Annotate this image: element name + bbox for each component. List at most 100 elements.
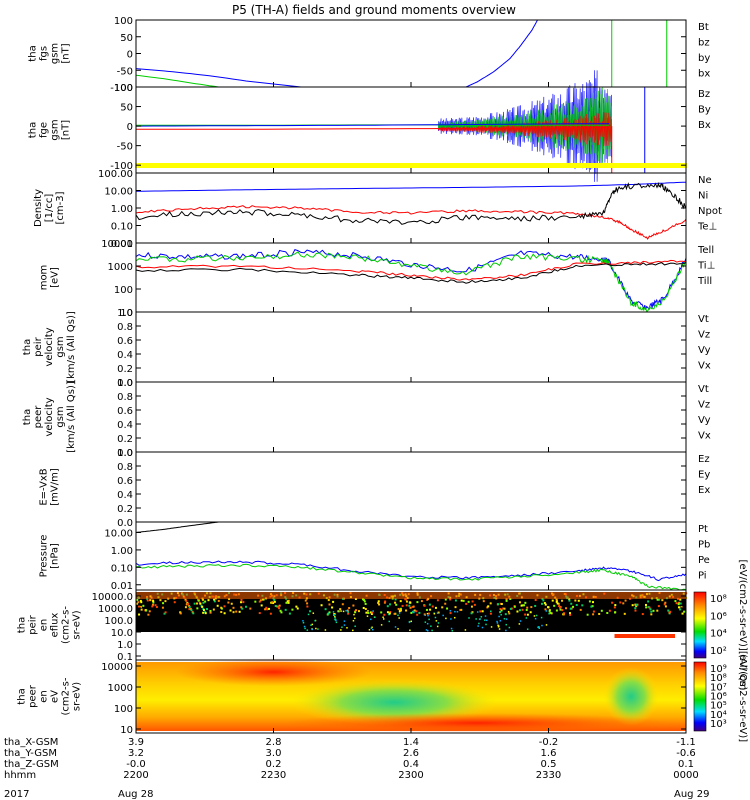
legend-entry: Ni (698, 191, 708, 202)
eflux-pixel (186, 602, 189, 605)
eflux-pixel (241, 607, 244, 610)
eflux-pixel (138, 613, 141, 616)
eflux-pixel (223, 612, 226, 615)
eflux-pixel (545, 624, 548, 626)
eflux-blob (614, 634, 675, 638)
eflux-pixel (408, 621, 411, 624)
eflux-pixel (192, 612, 195, 615)
eflux-pixel (235, 610, 238, 613)
eflux-pixel (499, 602, 502, 605)
eflux-pixel (613, 606, 616, 609)
eflux-pixel (464, 629, 467, 631)
eflux-pixel (202, 601, 205, 604)
legend-entry: By (698, 105, 711, 116)
eflux-pixel (145, 609, 148, 612)
eflux-pixel (505, 599, 508, 602)
eflux-pixel (486, 619, 488, 622)
eflux-pixel (306, 602, 309, 605)
eflux-pixel (437, 622, 440, 624)
eflux-pixel (138, 605, 141, 608)
eflux-pixel (548, 612, 550, 615)
y-tick-label: 1000 (108, 683, 133, 694)
eflux-pixel (338, 610, 341, 613)
eflux-pixel (497, 626, 500, 628)
eflux-pixel (556, 602, 559, 605)
eflux-pixel (399, 600, 402, 603)
eflux-pixel (346, 627, 348, 629)
eflux-pixel (486, 606, 489, 609)
eflux-pixel (258, 612, 261, 615)
y-axis-label-line: [cm-3] (55, 191, 66, 224)
eflux-pixel (245, 605, 248, 608)
eflux-pixel (401, 604, 404, 607)
eflux-pixel (347, 612, 350, 615)
eflux-pixel (278, 604, 281, 607)
y-axis-label-line: tha (17, 617, 28, 633)
eflux-pixel (490, 626, 493, 628)
y-axis-label: Pressure [nPa] (39, 535, 61, 578)
eflux-pixel (622, 602, 625, 605)
y-tick-label: 0.10 (111, 563, 133, 574)
eflux-pixel (163, 612, 166, 615)
eflux-pixel (370, 618, 372, 621)
y-tick-label: 0.2 (117, 504, 133, 515)
eflux-pixel (324, 608, 327, 611)
eflux-pixel (332, 600, 335, 603)
eflux-pixel (449, 610, 452, 612)
eflux-pixel (559, 608, 562, 611)
eflux-pixel (209, 611, 212, 614)
eflux-pixel (523, 604, 526, 607)
y-tick-label: 0.0 (117, 518, 133, 529)
y-tick-label: 0.01 (111, 581, 133, 592)
eflux-pixel (337, 610, 340, 613)
eflux-pixel (343, 624, 346, 626)
y-tick-label: 100 (114, 704, 133, 715)
eflux-pixel (449, 598, 452, 601)
eflux-pixel (679, 602, 682, 605)
eflux-pixel (658, 598, 661, 601)
eflux-pixel (179, 612, 182, 615)
eflux-pixel (347, 611, 349, 613)
legend-entry: Ez (698, 454, 710, 465)
y-axis-label-line: tha (28, 122, 39, 138)
eflux-pixel (371, 626, 373, 629)
eflux-pixel (340, 629, 342, 631)
eflux-pixel (428, 612, 431, 615)
eflux-pixel (526, 628, 529, 630)
eflux-pixel (409, 606, 412, 609)
eflux-pixel (202, 607, 205, 610)
legend-entry: Vx (698, 361, 711, 372)
eflux-pixel (534, 599, 537, 602)
peer-green-region-2 (603, 667, 659, 726)
legend-entry: Ey (698, 470, 710, 481)
y-tick-label: 0.2 (117, 434, 133, 445)
eflux-pixel (623, 612, 626, 615)
eflux-pixel (426, 598, 429, 601)
y-tick-label: -50 (117, 66, 133, 77)
eflux-pixel (306, 605, 309, 608)
eflux-pixel (398, 617, 400, 619)
eflux-pixel (657, 605, 660, 608)
eflux-pixel (343, 620, 346, 622)
eflux-pixel (185, 603, 188, 606)
eflux-pixel (471, 611, 474, 614)
eflux-pixel (434, 606, 437, 609)
panel-peer_velocity: 1.0 0.8 0.6 0.4 0.2 0.0 tha peer velocity gsm [km/… (22, 378, 711, 459)
eflux-pixel (647, 600, 650, 603)
y-axis-label-line: [nPa] (50, 543, 61, 569)
series-Te⊥ (135, 259, 687, 281)
eflux-pixel (513, 605, 516, 608)
eflux-pixel (324, 629, 327, 631)
eflux-pixel (677, 603, 680, 606)
eflux-pixel (429, 608, 432, 611)
y-axis-label-line: E=-VxB (39, 468, 50, 505)
eflux-pixel (476, 611, 479, 613)
eflux-pixel (574, 599, 577, 602)
colorbar-tick: 10⁵ (710, 701, 727, 712)
eflux-pixel (389, 603, 392, 606)
eflux-pixel (139, 599, 142, 602)
eflux-pixel (562, 613, 565, 616)
eflux-pixel (287, 599, 290, 602)
eflux-pixel (302, 620, 304, 622)
